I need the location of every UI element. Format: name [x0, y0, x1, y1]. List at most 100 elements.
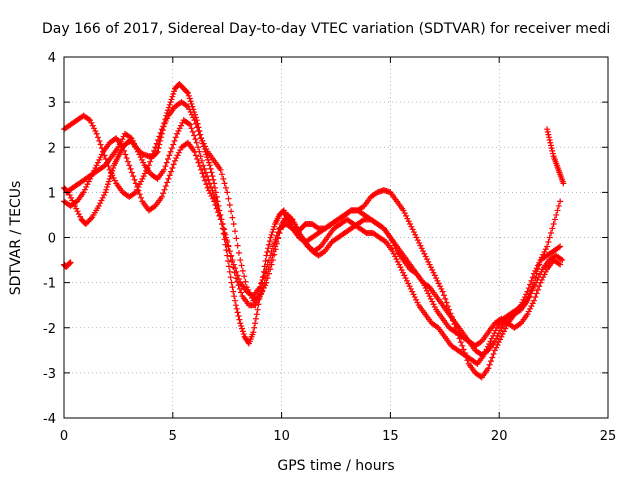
data-point — [221, 180, 228, 187]
series-2 — [63, 117, 566, 367]
data-point — [167, 148, 174, 155]
data-point — [230, 261, 237, 268]
data-point — [86, 216, 93, 223]
data-point — [320, 248, 327, 255]
data-point — [188, 111, 195, 118]
data-point — [200, 174, 207, 181]
data-point — [195, 128, 202, 135]
data-point — [405, 280, 412, 287]
data-point — [549, 150, 556, 157]
data-point — [389, 248, 396, 255]
data-point — [202, 177, 209, 184]
data-point — [172, 134, 179, 141]
data-point — [205, 156, 212, 163]
x-tick-label: 10 — [273, 429, 290, 444]
data-point — [410, 229, 417, 236]
data-point — [108, 169, 115, 176]
data-point — [272, 236, 279, 243]
data-point — [132, 143, 139, 150]
data-point — [400, 269, 407, 276]
data-point — [165, 104, 172, 111]
data-point — [269, 243, 276, 250]
data-point — [426, 261, 433, 268]
data-point — [199, 170, 206, 177]
data-point — [487, 338, 494, 345]
data-point — [184, 89, 191, 96]
data-point — [218, 220, 225, 227]
data-point — [267, 234, 274, 241]
data-point — [264, 261, 271, 268]
data-point — [155, 137, 162, 144]
data-point — [491, 330, 498, 337]
data-point — [251, 324, 258, 331]
data-point — [516, 321, 523, 328]
data-point — [266, 238, 273, 245]
data-point — [435, 280, 442, 287]
data-point — [528, 277, 535, 284]
data-point — [413, 296, 420, 303]
data-point — [99, 194, 106, 201]
data-point — [178, 122, 185, 129]
data-point — [158, 193, 165, 200]
data-point — [153, 174, 160, 181]
y-tick-label: -3 — [43, 367, 56, 382]
data-point — [457, 339, 464, 346]
data-point — [87, 215, 94, 222]
data-point — [425, 283, 432, 290]
y-axis-label: SDTVAR / TECUs — [8, 181, 24, 296]
data-point — [206, 162, 213, 169]
data-point — [546, 137, 553, 144]
data-point — [91, 167, 98, 174]
data-point — [67, 194, 74, 201]
data-point — [192, 136, 199, 143]
data-point — [550, 220, 557, 227]
data-point — [235, 313, 242, 320]
data-point — [136, 181, 143, 188]
data-point — [89, 170, 96, 177]
data-point — [269, 229, 276, 236]
data-point — [413, 234, 420, 241]
data-point — [536, 259, 543, 266]
data-point — [557, 256, 564, 263]
data-point — [231, 293, 238, 300]
data-point — [406, 283, 413, 290]
data-point — [166, 101, 173, 108]
data-point — [171, 88, 178, 95]
data-point — [544, 126, 551, 133]
data-point — [81, 186, 88, 193]
data-point — [265, 257, 272, 264]
data-point — [168, 96, 175, 103]
data-point — [233, 235, 240, 242]
data-point — [440, 292, 447, 299]
data-point — [160, 123, 167, 130]
data-point — [525, 308, 532, 315]
data-point — [128, 135, 135, 142]
data-point — [528, 303, 535, 310]
data-point — [198, 166, 205, 173]
data-point — [215, 209, 222, 216]
data-point — [373, 190, 380, 197]
data-point — [121, 147, 128, 154]
data-point — [530, 285, 537, 292]
data-point — [119, 136, 126, 143]
data-point — [202, 169, 209, 176]
data-point — [110, 174, 117, 181]
data-point — [236, 316, 243, 323]
data-point — [141, 170, 148, 177]
data-point — [205, 159, 212, 166]
data-point — [226, 268, 233, 275]
data-point — [148, 155, 155, 162]
data-point — [185, 90, 192, 97]
data-point — [529, 274, 536, 281]
data-point — [362, 229, 369, 236]
data-point — [166, 152, 173, 159]
data-point — [185, 120, 192, 127]
data-point — [111, 177, 118, 184]
data-point — [204, 173, 211, 180]
data-point — [97, 141, 104, 148]
data-point — [232, 302, 239, 309]
data-point — [433, 323, 440, 330]
data-point — [234, 242, 241, 249]
series-3 — [61, 135, 564, 349]
data-point — [498, 333, 505, 340]
